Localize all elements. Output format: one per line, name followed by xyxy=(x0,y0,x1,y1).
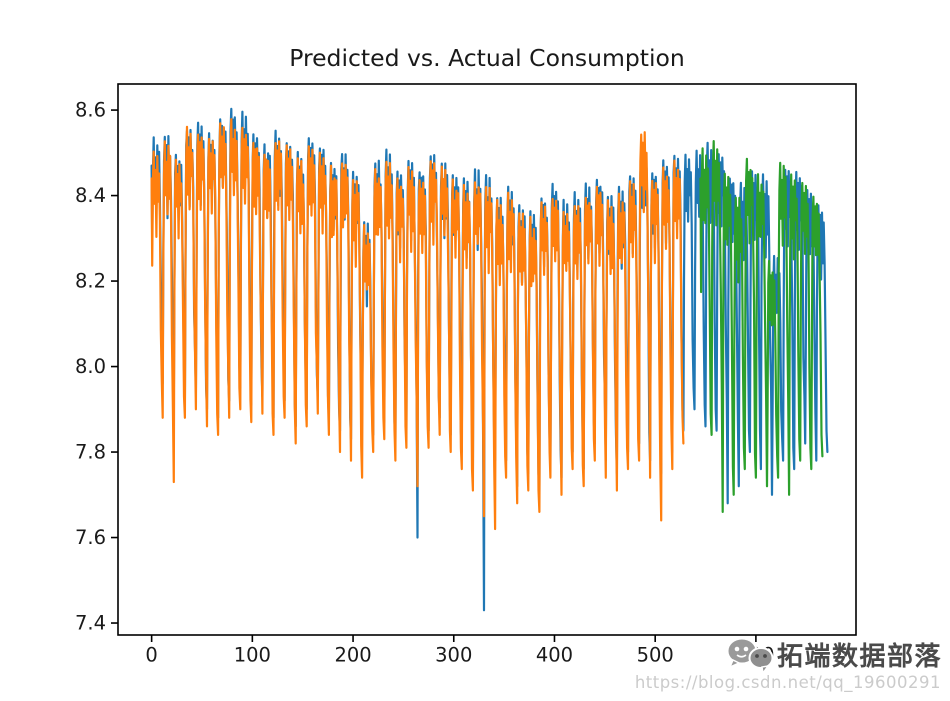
x-tick-label: 0 xyxy=(145,643,157,666)
x-tick-label: 100 xyxy=(234,643,271,666)
y-tick-label: 8.2 xyxy=(75,270,106,293)
x-tick-label: 300 xyxy=(435,643,472,666)
y-tick-label: 7.6 xyxy=(75,526,106,549)
axes-frame xyxy=(117,83,857,636)
series-line-predicted-train xyxy=(150,118,685,531)
chart-title: Predicted vs. Actual Consumption xyxy=(289,44,685,72)
y-tick-label: 8.6 xyxy=(75,99,106,122)
y-tick-label: 8.4 xyxy=(75,184,106,207)
x-tick-label: 400 xyxy=(536,643,573,666)
x-tick-label: 600 xyxy=(737,643,774,666)
y-tick-label: 7.4 xyxy=(75,612,106,635)
y-tick-label: 7.8 xyxy=(75,441,106,464)
y-tick-label: 8.0 xyxy=(75,355,106,378)
x-tick-label: 200 xyxy=(334,643,371,666)
series-line-predicted-test xyxy=(699,140,824,513)
x-tick-label: 500 xyxy=(637,643,674,666)
